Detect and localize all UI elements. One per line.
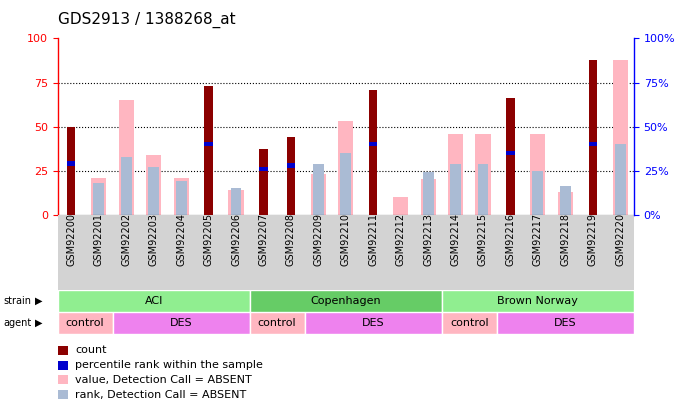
Bar [558,192,573,215]
Bar [442,312,497,334]
Bar [475,134,491,215]
Bar [311,174,326,215]
Bar [174,178,188,215]
Bar [477,164,488,215]
Bar [506,151,515,155]
Text: percentile rank within the sample: percentile rank within the sample [75,360,263,370]
Bar [58,312,113,334]
Bar [506,98,515,215]
Text: value, Detection Call = ABSENT: value, Detection Call = ABSENT [75,375,252,385]
Bar [369,142,378,146]
Bar [176,181,186,215]
Bar [58,361,68,369]
Bar [148,167,159,215]
Bar [340,153,351,215]
Bar [119,100,134,215]
Bar [94,183,104,215]
Bar [450,164,461,215]
Bar [67,126,75,215]
Bar [448,134,463,215]
Bar [589,60,597,215]
Text: ▶: ▶ [35,296,43,306]
Bar [560,186,571,215]
Text: GDS2913 / 1388268_at: GDS2913 / 1388268_at [58,12,235,28]
Bar [369,90,378,215]
Bar [497,312,634,334]
Bar [205,142,213,146]
Text: strain: strain [3,296,31,306]
Text: rank, Detection Call = ABSENT: rank, Detection Call = ABSENT [75,390,246,400]
Text: DES: DES [362,318,384,328]
Bar [259,166,268,171]
Text: count: count [75,345,106,355]
Bar [58,375,68,384]
Bar [287,137,295,215]
Bar [92,178,106,215]
Bar [304,312,442,334]
Bar [58,290,250,312]
Bar [338,121,353,215]
Bar [615,144,626,215]
Bar [530,134,545,215]
Bar [205,86,213,215]
Text: control: control [66,318,104,328]
Text: ▶: ▶ [35,318,43,328]
Bar [613,60,628,215]
Bar [287,163,295,168]
Text: control: control [450,318,489,328]
Bar [228,190,243,215]
Text: agent: agent [3,318,32,328]
Bar [393,197,408,215]
Bar [58,390,68,399]
Bar [67,161,75,166]
Bar [121,156,132,215]
Bar [532,171,543,215]
Bar [442,290,634,312]
Text: DES: DES [170,318,193,328]
Bar [231,188,241,215]
Text: Brown Norway: Brown Norway [498,296,578,306]
Text: Copenhagen: Copenhagen [311,296,381,306]
Text: DES: DES [554,318,576,328]
Text: ACI: ACI [144,296,163,306]
Bar [420,179,436,215]
Bar [422,173,434,215]
Bar [259,149,268,215]
Bar [250,312,304,334]
Bar [58,346,68,355]
Bar [146,155,161,215]
Bar [250,290,442,312]
Bar [113,312,250,334]
Bar [313,164,324,215]
Text: control: control [258,318,296,328]
Bar [589,142,597,146]
